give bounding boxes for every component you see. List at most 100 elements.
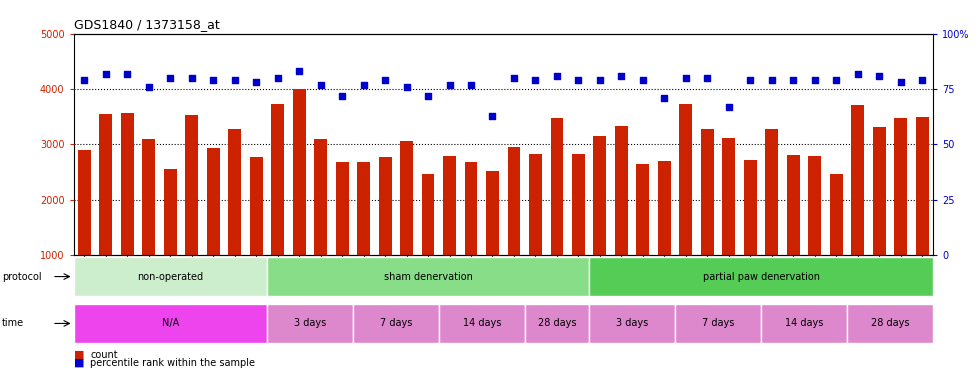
Bar <box>808 156 821 255</box>
Text: non-operated: non-operated <box>137 272 203 282</box>
Bar <box>679 104 692 255</box>
Bar <box>353 304 439 343</box>
Bar <box>572 154 585 255</box>
Point <box>98 70 114 76</box>
Bar <box>421 174 434 255</box>
Bar <box>74 257 267 296</box>
Bar <box>615 126 628 255</box>
Bar <box>121 113 133 255</box>
Point <box>743 77 759 83</box>
Point <box>163 75 178 81</box>
Point <box>377 77 393 83</box>
Point <box>291 68 307 74</box>
Point <box>226 77 242 83</box>
Text: N/A: N/A <box>162 318 178 328</box>
Bar <box>443 156 456 255</box>
Text: ■: ■ <box>74 350 84 360</box>
Point <box>313 82 328 88</box>
Point <box>420 93 436 99</box>
Bar <box>271 104 284 255</box>
Point <box>721 104 737 110</box>
Bar <box>594 136 607 255</box>
Text: 14 days: 14 days <box>463 318 501 328</box>
Bar <box>465 162 477 255</box>
Bar <box>787 155 800 255</box>
Bar <box>744 160 757 255</box>
Point <box>828 77 844 83</box>
Bar <box>589 257 933 296</box>
Point <box>248 80 264 86</box>
Point <box>549 73 564 79</box>
Point <box>635 77 651 83</box>
Bar <box>636 164 650 255</box>
Point <box>785 77 801 83</box>
Point <box>76 77 92 83</box>
Text: 14 days: 14 days <box>785 318 823 328</box>
Bar <box>207 148 220 255</box>
Point <box>850 70 865 76</box>
Text: partial paw denervation: partial paw denervation <box>703 272 819 282</box>
Point <box>700 75 715 81</box>
Bar <box>228 129 241 255</box>
Text: percentile rank within the sample: percentile rank within the sample <box>90 357 255 368</box>
Point <box>764 77 780 83</box>
Bar <box>74 304 267 343</box>
Point <box>270 75 285 81</box>
Bar <box>400 141 413 255</box>
Bar <box>142 139 155 255</box>
Bar <box>529 154 542 255</box>
Bar <box>830 174 843 255</box>
Bar <box>551 118 564 255</box>
Point <box>485 112 501 118</box>
Text: 28 days: 28 days <box>871 318 909 328</box>
Bar <box>508 147 520 255</box>
Point <box>914 77 930 83</box>
Text: time: time <box>2 318 24 328</box>
Bar <box>701 129 713 255</box>
Point <box>356 82 371 88</box>
Bar <box>524 304 589 343</box>
Point <box>807 77 822 83</box>
Bar <box>761 304 847 343</box>
Bar <box>335 162 349 255</box>
Point <box>120 70 135 76</box>
Bar <box>852 105 864 255</box>
Text: count: count <box>90 350 118 360</box>
Point <box>334 93 350 99</box>
Bar <box>315 139 327 255</box>
Text: 7 days: 7 days <box>379 318 412 328</box>
Point <box>570 77 586 83</box>
Point <box>678 75 694 81</box>
Text: 3 days: 3 days <box>294 318 326 328</box>
Point <box>592 77 608 83</box>
Bar <box>486 171 499 255</box>
Bar <box>765 129 778 255</box>
Text: 28 days: 28 days <box>538 318 576 328</box>
Point <box>506 75 521 81</box>
Bar <box>589 304 675 343</box>
Text: 3 days: 3 days <box>616 318 649 328</box>
Point <box>442 82 458 88</box>
Text: ■: ■ <box>74 357 84 368</box>
Bar <box>658 161 671 255</box>
Bar <box>378 157 391 255</box>
Bar <box>439 304 524 343</box>
Text: GDS1840 / 1373158_at: GDS1840 / 1373158_at <box>74 18 220 31</box>
Bar <box>722 138 735 255</box>
Text: sham denervation: sham denervation <box>383 272 472 282</box>
Bar <box>357 162 370 255</box>
Text: protocol: protocol <box>2 272 41 282</box>
Point <box>871 73 887 79</box>
Point <box>141 84 157 90</box>
Bar <box>675 304 761 343</box>
Bar <box>185 114 198 255</box>
Bar <box>267 257 589 296</box>
Bar <box>915 117 929 255</box>
Point <box>464 82 479 88</box>
Bar <box>267 304 353 343</box>
Text: 7 days: 7 days <box>702 318 734 328</box>
Bar <box>293 89 306 255</box>
Bar <box>895 118 907 255</box>
Point <box>206 77 221 83</box>
Bar <box>99 114 112 255</box>
